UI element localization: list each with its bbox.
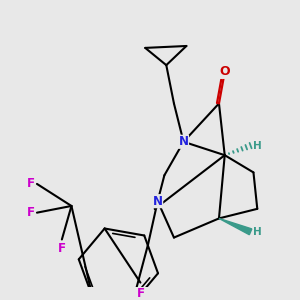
- Text: F: F: [136, 287, 144, 300]
- Text: F: F: [27, 177, 35, 190]
- Text: F: F: [58, 242, 66, 255]
- Text: O: O: [219, 65, 230, 78]
- Text: N: N: [153, 195, 163, 208]
- Text: F: F: [27, 206, 35, 219]
- Text: H: H: [253, 141, 262, 151]
- Text: N: N: [178, 135, 188, 148]
- Polygon shape: [219, 218, 252, 235]
- Text: H: H: [253, 227, 262, 237]
